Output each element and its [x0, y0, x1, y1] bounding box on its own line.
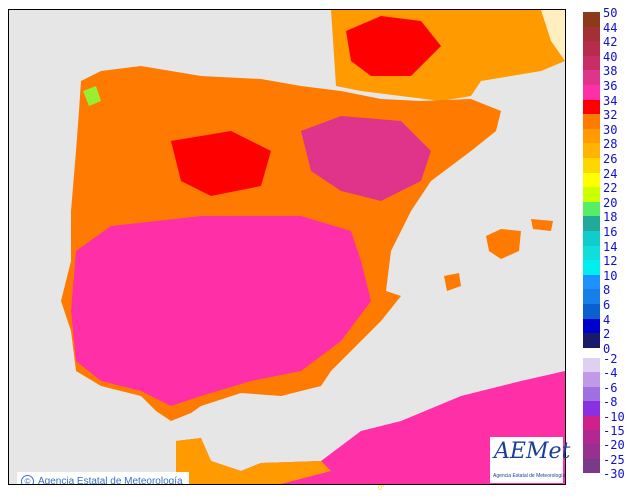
legend-bin: [583, 289, 600, 304]
legend-label: 20: [603, 195, 618, 210]
legend-label: -2: [603, 352, 618, 366]
legend-bin: [583, 386, 600, 402]
galicia-green-area: [83, 86, 101, 106]
legend-label: 22: [603, 181, 618, 196]
legend-bin: [583, 128, 600, 144]
legend-label: 18: [603, 210, 618, 225]
legend-label: -4: [603, 366, 618, 381]
logo-name: AEMet: [494, 439, 571, 464]
legend-bin: [583, 458, 600, 474]
ebro-hot-area: [301, 116, 431, 201]
legend-bin: [583, 333, 600, 348]
legend-label: -10: [603, 409, 625, 424]
legend-bin: [583, 318, 600, 334]
legend-bin: [583, 55, 600, 71]
legend-label: 2: [603, 327, 611, 342]
aemet-logo: AEMet Agencia Estatal de Meteorología: [490, 437, 570, 483]
legend-bin: [583, 444, 600, 459]
legend-bin: [583, 304, 600, 319]
temperature-map[interactable]: © Agencia Estatal de Meteorología: [8, 9, 566, 485]
legend-bin: [583, 231, 600, 246]
legend-bin: [583, 372, 600, 387]
legend-label: 38: [603, 64, 618, 79]
france-cool-area: [541, 10, 565, 61]
legend-bin: [583, 260, 600, 275]
legend-label: -8: [603, 395, 618, 410]
legend-bin: [583, 245, 600, 261]
legend-label: 34: [603, 93, 618, 108]
legend-bin: [583, 158, 600, 173]
legend-label: 40: [603, 49, 618, 64]
legend-bin: [583, 415, 600, 430]
mallorca: [486, 229, 521, 259]
legend-label: 30: [603, 122, 618, 137]
logo-subtitle: Agencia Estatal de Meteorología: [493, 473, 566, 479]
legend-label: -30: [603, 467, 625, 482]
copyright-notice: © Agencia Estatal de Meteorología: [17, 472, 189, 485]
iberia-hot-area: [71, 216, 371, 406]
legend-label: 26: [603, 152, 618, 166]
legend-bin: [583, 114, 600, 129]
legend-label: 44: [603, 20, 618, 35]
legend-label: -6: [603, 380, 618, 395]
legend-label: 24: [603, 166, 618, 181]
legend-label: 32: [603, 108, 618, 123]
legend-bin: [583, 26, 600, 42]
legend-bin: [583, 201, 600, 217]
ibiza: [444, 273, 461, 291]
legend-label: 6: [603, 298, 611, 312]
legend-bin: [583, 70, 600, 85]
legend-bin: [583, 216, 600, 231]
legend-bin: [583, 41, 600, 56]
legend-bin: [583, 99, 600, 115]
africa-region: [176, 371, 565, 484]
legend-label: -20: [603, 438, 625, 453]
map-layer: [61, 10, 565, 484]
legend-bin: [583, 187, 600, 202]
legend-label: 36: [603, 79, 618, 93]
legend-bin: [583, 430, 600, 445]
legend-label: 8: [603, 283, 611, 298]
legend-label: 50: [603, 6, 618, 20]
legend-label: 28: [603, 137, 618, 152]
copyright-icon: ©: [21, 475, 34, 484]
legend-label: 16: [603, 225, 618, 239]
menorca: [531, 219, 553, 231]
france-hot-area: [346, 16, 441, 76]
legend-bin: [583, 12, 600, 27]
copyright-text: Agencia Estatal de Meteorología: [38, 476, 183, 485]
longitude-label: 0°: [378, 485, 385, 492]
legend-label: 0: [603, 341, 611, 356]
legend-label: 12: [603, 254, 618, 269]
africa-coast-band: [176, 438, 331, 484]
legend-label: -25: [603, 452, 625, 467]
legend-label: 42: [603, 35, 618, 50]
legend-label: 14: [603, 239, 618, 254]
legend-bin: [583, 274, 600, 290]
legend-bin: [583, 401, 600, 416]
legend-bin: [583, 358, 600, 373]
legend-label: -15: [603, 424, 625, 438]
legend-bin: [583, 85, 600, 100]
legend-bin: [583, 172, 600, 188]
duero-red-area: [171, 131, 271, 196]
legend-label: 4: [603, 312, 611, 327]
legend-bin: [583, 143, 600, 158]
legend-label: 10: [603, 268, 618, 283]
